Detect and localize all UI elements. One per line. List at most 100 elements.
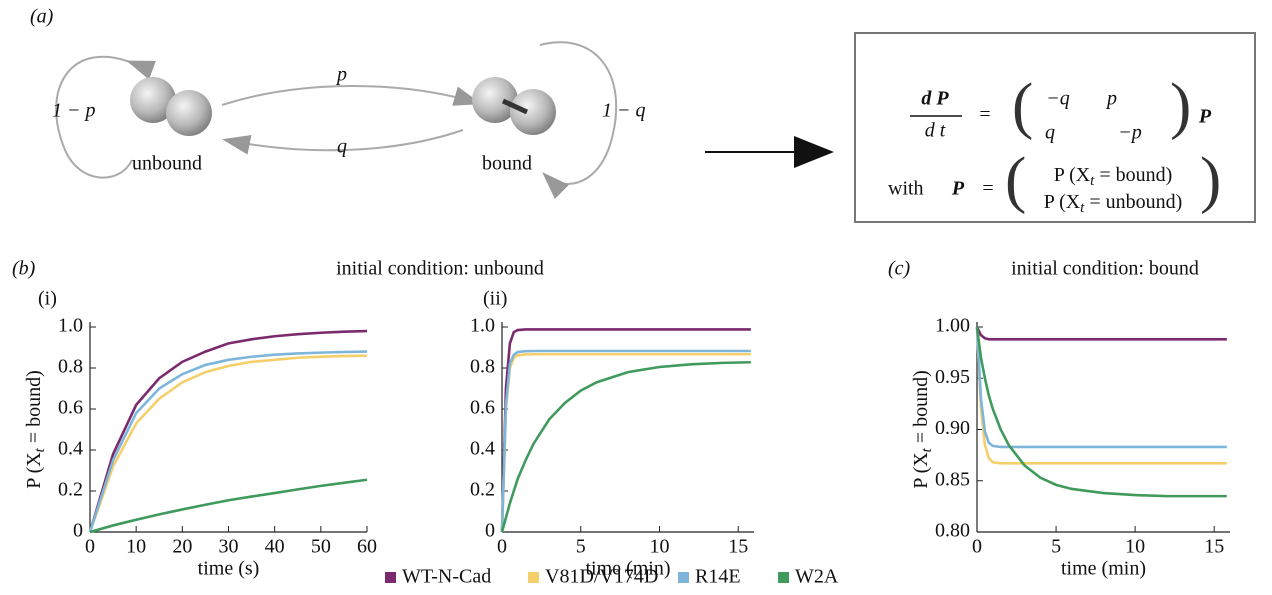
self-loop [539,41,618,200]
loop-label: 1 − p [52,100,96,122]
y-tick-label: 0.95 [935,366,970,388]
text-part: P (X [1054,164,1091,186]
series-line [975,326,1227,449]
equation-text: P [951,178,965,200]
series-line [975,326,1227,465]
text-part: P (X [910,452,932,489]
rate-label: q [337,136,347,158]
y-tick-label: 0.80 [935,520,970,542]
equation-text: = [979,104,990,126]
panel-label: (a) [30,6,54,28]
x-tick-label: 0 [85,536,95,558]
series-line [500,349,751,533]
subscript: t [919,447,935,452]
series-line [89,478,368,534]
x-axis-label: time (min) [1061,558,1146,580]
equation-box [854,32,1256,223]
y-tick-label: 0.8 [470,356,495,378]
x-tick-label: 60 [357,536,377,558]
legend-swatch [528,572,539,583]
legend-label: R14E [695,566,741,588]
x-axis-label: time (min) [586,558,671,580]
subscript: t [1090,173,1095,189]
x-tick-label: 20 [172,536,192,558]
legend-label: WT-N-Cad [402,566,491,588]
equation-text: d t [925,120,946,142]
series-line [500,360,751,533]
x-tick-label: 15 [728,536,748,558]
equation-text: with [888,178,924,200]
x-tick-label: 50 [311,536,331,558]
paren: ) [1170,70,1191,141]
y-tick-label: 0.6 [58,397,83,419]
y-axis-label: P (Xt = bound) [23,370,49,489]
y-tick-label: 1.0 [58,315,83,337]
series-line [500,352,751,533]
subscript: t [1080,200,1085,216]
series-line [88,329,368,533]
state-label: unbound [132,153,202,175]
text-part: = unbound) [1084,191,1182,213]
panel-title: initial condition: unbound [336,258,544,280]
y-tick-label: 1.00 [935,315,970,337]
paren: ) [1200,144,1221,215]
vector-entry: P (Xt = unbound) [1044,191,1183,217]
series-line [500,328,751,533]
vector-entry: P (Xt = bound) [1054,164,1173,190]
y-tick-label: 0 [73,520,83,542]
equation-text: P [1198,106,1212,128]
sphere [166,90,212,136]
subpanel-label: (ii) [483,288,507,310]
y-tick-label: 1.0 [470,315,495,337]
y-tick-label: 0.85 [935,468,970,490]
subpanel-label: (i) [38,288,57,310]
x-tick-label: 10 [1125,536,1145,558]
y-tick-label: 0.8 [58,356,83,378]
matrix-entry: q [1045,122,1055,144]
matrix-entry: p [1105,88,1117,110]
x-tick-label: 15 [1204,536,1224,558]
y-tick-label: 0.90 [935,417,970,439]
x-tick-label: 5 [1051,536,1061,558]
series-line [88,350,368,533]
paren: ( [1012,70,1033,141]
sphere [510,89,556,135]
diagram: (a) 1 − p unbound p q bound 1 − q d P d … [30,6,1256,223]
y-axis-label: P (Xt = bound) [910,370,936,489]
legend-swatch [778,572,789,583]
x-tick-label: 0 [497,536,507,558]
x-tick-label: 30 [219,536,239,558]
bond [501,98,529,115]
sphere [472,77,518,123]
panel-label: (c) [888,258,911,280]
y-tick-label: 0 [485,520,495,542]
y-tick-label: 0.4 [58,438,83,460]
legend-swatch [678,572,689,583]
legend-label: V81D/V174D [545,566,658,588]
y-tick-label: 0.4 [470,438,495,460]
text-part: P (X [23,452,45,489]
series-line [975,326,1227,498]
y-tick-label: 0.2 [470,479,495,501]
panel-title: initial condition: bound [1011,258,1199,280]
rate-label: p [335,64,347,86]
loop-label: 1 − q [602,100,646,122]
series-line [975,326,1227,341]
matrix-entry: −q [1046,88,1070,110]
panel-label: (b) [12,258,36,280]
paren: ( [1005,144,1026,215]
text-part: = bound) [910,370,932,448]
sphere [130,77,176,123]
arrow [222,129,464,155]
equation-text: d P [921,88,949,110]
legend-label: W2A [795,566,839,588]
series-line [88,354,368,533]
state-label: bound [482,153,532,175]
self-loop [55,55,156,179]
subscript: t [32,447,48,452]
x-tick-label: 0 [972,536,982,558]
matrix-entry: −p [1118,122,1142,144]
x-tick-label: 10 [650,536,670,558]
equation-text: = [982,178,993,200]
